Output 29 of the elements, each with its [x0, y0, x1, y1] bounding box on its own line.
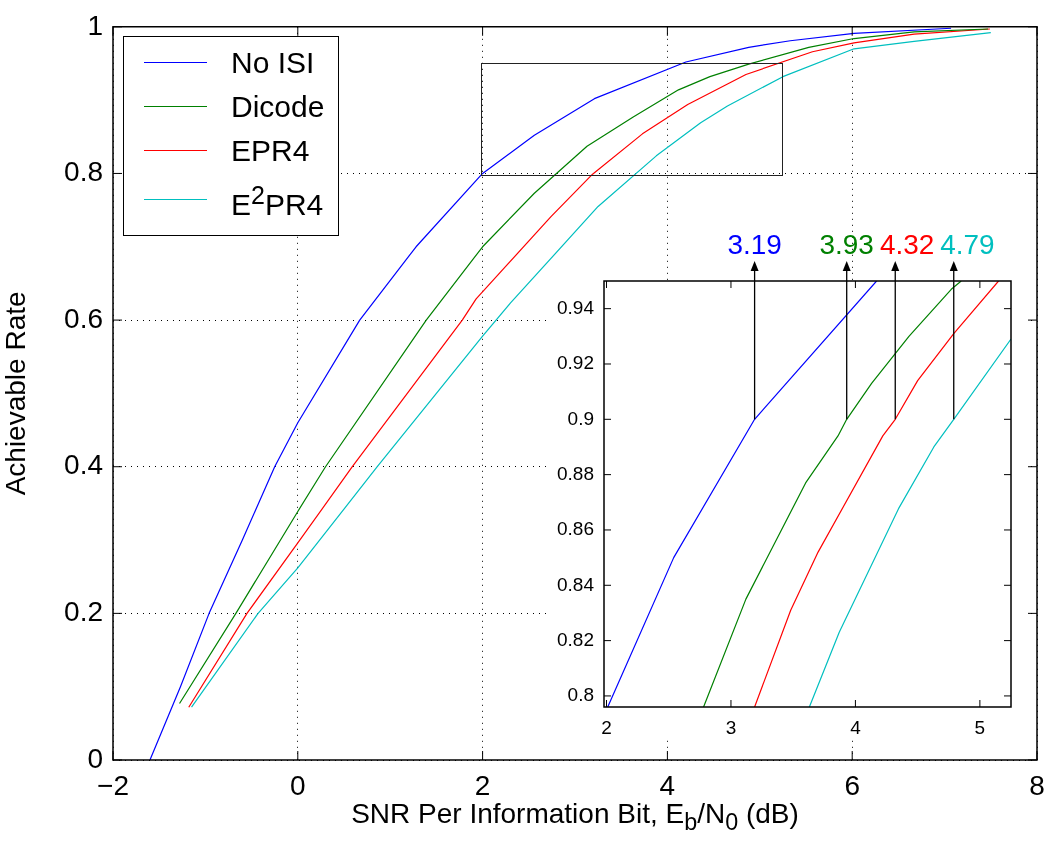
annotation: 3.19	[727, 229, 782, 260]
y-tick-label: 0.6	[64, 302, 103, 334]
x-tick-label: 8	[1029, 769, 1045, 801]
y-axis-title: Achievable Rate	[0, 291, 31, 496]
legend-label: E$^{2}$PR4	[231, 179, 324, 223]
y-tick-label: 0.9	[567, 407, 594, 429]
y-tick-label: 0.92	[557, 352, 594, 374]
y-tick-label: 0.94	[557, 296, 595, 318]
x-tick-label: 5	[974, 716, 986, 738]
legend-label: Dicode	[231, 88, 325, 125]
annotation: 4.79	[940, 229, 995, 260]
annotation: 4.32	[879, 229, 935, 260]
x-tick-label: 3	[725, 716, 737, 738]
y-tick-label: 0.88	[557, 462, 594, 484]
y-tick-label: 0.86	[557, 518, 594, 540]
y-tick-label: 1	[87, 9, 103, 41]
legend-label: EPR4	[231, 132, 310, 169]
y-tick-label: 0.4	[64, 449, 103, 481]
y-tick-label: 0.8	[567, 684, 594, 706]
x-tick-label: 4	[850, 716, 862, 738]
y-tick-label: 0.2	[64, 596, 103, 628]
y-tick-label: 0.82	[557, 628, 594, 650]
y-tick-label: 0.84	[557, 573, 595, 595]
legend-label: No ISI	[231, 44, 315, 81]
annotation: 3.93	[819, 229, 874, 260]
y-tick-label: 0.8	[64, 156, 103, 188]
x-tick-label: 6	[844, 769, 860, 801]
x-tick-label: 0	[290, 769, 306, 801]
x-tick-label: 2	[601, 716, 612, 738]
